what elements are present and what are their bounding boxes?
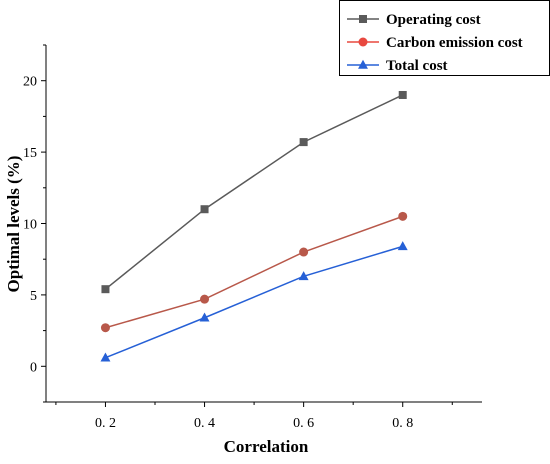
y-tick-label: 15 — [23, 146, 37, 161]
series-triangle — [100, 241, 408, 362]
series-line — [105, 215, 403, 329]
x-tick-label: 0. 2 — [95, 416, 116, 431]
data-point-triangle — [199, 312, 210, 322]
y-tick-label: 10 — [23, 218, 37, 233]
data-point-circle — [200, 294, 210, 304]
legend-item: Carbon emission cost — [347, 35, 523, 51]
legend-marker-square — [359, 15, 367, 23]
data-point-circle — [100, 323, 110, 333]
y-tick-label: 5 — [30, 289, 37, 304]
y-tick-label: 20 — [23, 75, 37, 90]
legend-label: Total cost — [386, 58, 448, 74]
data-point-triangle — [100, 352, 111, 362]
data-point-triangle — [397, 241, 408, 251]
data-point-square — [398, 90, 407, 99]
legend-label: Carbon emission cost — [386, 35, 523, 51]
y-axis-title: Optimal levels (%) — [4, 156, 23, 293]
x-axis-title: Correlation — [224, 437, 309, 456]
legend-item: Operating cost — [347, 12, 481, 28]
legend-item: Total cost — [347, 58, 448, 74]
series-line — [104, 94, 404, 290]
legend: Operating cost Carbon emission cost Total … — [339, 0, 550, 76]
data-point-square — [299, 138, 308, 147]
data-point-triangle — [298, 271, 309, 281]
x-tick-label: 0. 8 — [392, 416, 413, 431]
series-line — [105, 245, 403, 359]
series-group — [100, 90, 408, 362]
legend-marker-circle — [358, 37, 368, 47]
axes: 0 5 10 15 20 0. 2 0. 4 0. 6 0. 8 — [23, 44, 482, 431]
data-point-circle — [398, 211, 408, 221]
data-point-circle — [299, 247, 309, 257]
x-tick-label: 0. 6 — [293, 416, 314, 431]
series-square — [101, 90, 407, 294]
legend-marker-triangle — [358, 59, 368, 69]
legend-box — [339, 0, 550, 76]
x-tick-label: 0. 4 — [194, 416, 215, 431]
data-point-square — [101, 285, 110, 294]
data-point-square — [200, 205, 209, 214]
legend-label: Operating cost — [386, 12, 481, 28]
y-tick-label: 0 — [30, 360, 37, 375]
series-circle — [100, 211, 408, 333]
